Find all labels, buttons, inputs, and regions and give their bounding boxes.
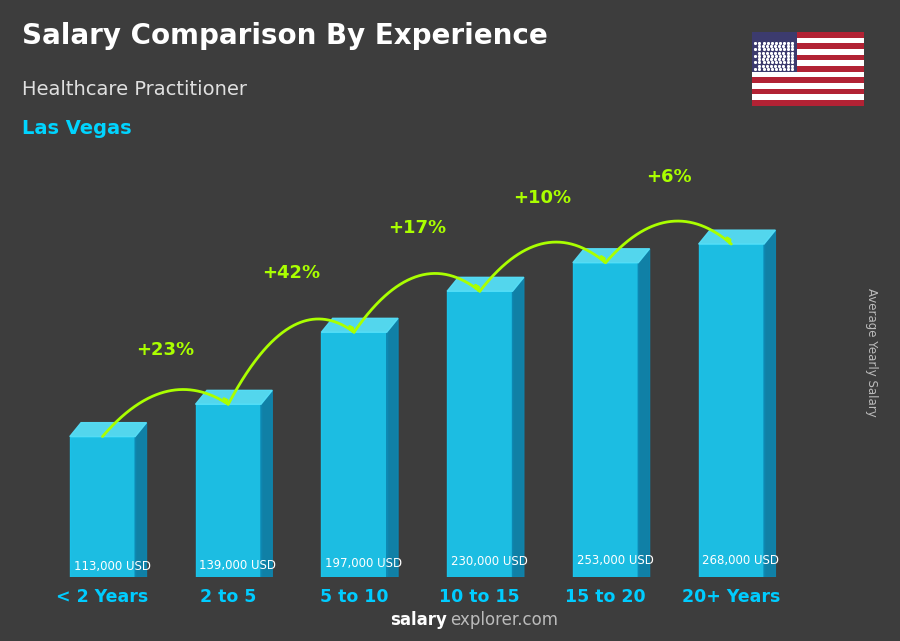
Bar	[752, 72, 864, 78]
Polygon shape	[698, 230, 776, 244]
Text: 139,000 USD: 139,000 USD	[199, 559, 276, 572]
Text: Las Vegas: Las Vegas	[22, 119, 132, 138]
Text: 253,000 USD: 253,000 USD	[577, 554, 653, 567]
Text: Salary Comparison By Experience: Salary Comparison By Experience	[22, 22, 548, 51]
Text: Average Yearly Salary: Average Yearly Salary	[865, 288, 878, 417]
Text: +23%: +23%	[136, 342, 194, 360]
Bar	[752, 100, 864, 106]
Bar	[752, 32, 864, 38]
Polygon shape	[195, 390, 273, 404]
Polygon shape	[70, 422, 147, 437]
Text: 230,000 USD: 230,000 USD	[451, 555, 527, 569]
Bar	[752, 32, 796, 72]
Polygon shape	[638, 249, 650, 577]
Text: +10%: +10%	[514, 188, 572, 206]
Bar	[752, 54, 864, 60]
Bar	[752, 78, 864, 83]
Bar	[752, 66, 864, 72]
Polygon shape	[573, 263, 638, 577]
Text: explorer.com: explorer.com	[450, 612, 558, 629]
Bar	[752, 38, 864, 44]
Text: 268,000 USD: 268,000 USD	[702, 554, 779, 567]
Bar	[752, 88, 864, 94]
Polygon shape	[764, 230, 776, 577]
Polygon shape	[387, 319, 398, 577]
Polygon shape	[512, 278, 524, 577]
Bar	[752, 60, 864, 66]
Text: Healthcare Practitioner: Healthcare Practitioner	[22, 80, 248, 99]
Polygon shape	[135, 422, 147, 577]
Text: 113,000 USD: 113,000 USD	[74, 560, 150, 572]
Text: salary: salary	[391, 612, 447, 629]
Polygon shape	[321, 332, 387, 577]
Text: +6%: +6%	[645, 169, 691, 187]
Text: +17%: +17%	[388, 219, 446, 237]
Polygon shape	[698, 244, 764, 577]
Polygon shape	[573, 249, 650, 263]
Polygon shape	[321, 319, 398, 332]
Bar	[752, 49, 864, 54]
Text: 197,000 USD: 197,000 USD	[325, 556, 402, 570]
Text: +42%: +42%	[262, 263, 320, 281]
Polygon shape	[447, 291, 512, 577]
Polygon shape	[447, 278, 524, 291]
Polygon shape	[261, 390, 273, 577]
Polygon shape	[70, 437, 135, 577]
Bar	[752, 83, 864, 88]
Bar	[752, 44, 864, 49]
Polygon shape	[195, 404, 261, 577]
Bar	[752, 94, 864, 100]
